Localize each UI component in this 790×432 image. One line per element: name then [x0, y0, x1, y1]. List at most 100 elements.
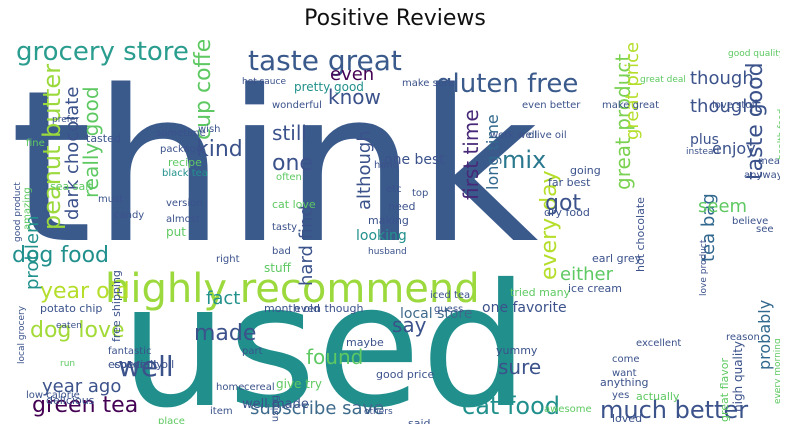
word-great-deal: great deal	[640, 75, 686, 85]
word-taste-good: taste good	[743, 62, 768, 180]
word-local-grocery: local grocery	[17, 305, 27, 364]
word-tea-bag: tea bag	[698, 193, 719, 262]
word-said: said	[408, 417, 431, 424]
word-grocery-store: grocery store	[16, 40, 189, 67]
word-probably: probably	[755, 300, 774, 370]
word-got: got	[545, 191, 581, 216]
word-awesome: awesome	[544, 404, 592, 415]
word-anything: anything	[600, 376, 649, 389]
word-version: version	[166, 198, 203, 209]
word-fantastic: fantastic	[108, 346, 151, 357]
word-must: must	[98, 194, 123, 205]
word-love-stuff: love stuff	[712, 100, 760, 111]
word-recipe: recipe	[168, 156, 202, 169]
word-even-better: even better	[522, 100, 581, 111]
word-love-product: love product	[699, 239, 709, 296]
word-tried-many: tried many	[510, 286, 571, 299]
word-one-best: one best	[384, 152, 445, 168]
word-even-though: even though	[294, 302, 363, 315]
word-need: need	[388, 200, 416, 213]
word-actually: actually	[636, 390, 680, 403]
word-maybe: maybe	[346, 336, 384, 349]
word-making: making	[368, 214, 409, 227]
word-local-store: local store	[400, 306, 472, 322]
word-tasty: tasty	[272, 222, 297, 233]
word-home: home	[216, 382, 244, 393]
word-every-day: every day	[537, 170, 562, 280]
word-everything: everything	[778, 372, 780, 424]
word-prefer: prefer	[52, 115, 79, 125]
word-seem: seem	[698, 196, 747, 217]
word-bad: bad	[272, 246, 291, 257]
word-know: know	[328, 85, 381, 109]
word-free-shipping: free shipping	[110, 270, 123, 342]
word-peanut-butter: peanut butter	[38, 64, 66, 230]
word-cloud: think used highly recommend grocery store ta…	[10, 25, 789, 432]
word-going: going	[570, 164, 601, 177]
word-mean: mean	[758, 156, 780, 167]
word-hot-sauce: hot sauce	[242, 77, 286, 87]
word-others: others	[364, 407, 393, 417]
word-delicious: delicious	[46, 394, 95, 407]
word-eaten: eaten	[56, 321, 82, 331]
word-low-calorie: low calorie	[26, 390, 80, 401]
word-part: part	[242, 346, 263, 357]
word-cat-food: cat food	[462, 392, 560, 420]
word-top: top	[412, 188, 428, 199]
word-first-time: first time	[459, 109, 483, 200]
word-every-morning: every morning	[773, 338, 780, 404]
word-sure: sure	[498, 355, 541, 379]
word-year-old: year old	[40, 279, 130, 304]
word-excellent: excellent	[636, 338, 681, 349]
word-much-better: much better	[600, 396, 748, 424]
word-highly-recommend: highly recommend	[105, 266, 480, 312]
word-dry-food: dry food	[544, 206, 590, 219]
word-black-tea: black tea	[162, 168, 208, 179]
word-course: course	[552, 423, 592, 424]
word-yes: yes	[612, 390, 629, 401]
word-yummy: yummy	[496, 344, 538, 357]
word-believe: believe	[732, 216, 768, 227]
word-amazing: amazing	[22, 187, 33, 230]
word-great-flavor: great flavor	[718, 358, 731, 422]
word-enjoy: enjoy	[712, 139, 756, 158]
word-hard-find: hard find	[296, 205, 317, 286]
word-although: although	[354, 130, 375, 210]
word-almost: almost	[166, 214, 200, 225]
word-ice-cream: ice cream	[568, 282, 622, 295]
chart-title: Positive Reviews	[304, 6, 486, 31]
word-sometime: sometime	[156, 128, 206, 139]
word-taste-great: taste great	[248, 44, 402, 77]
word-great-price: great price	[622, 42, 643, 140]
word-make-great: make great	[602, 100, 659, 111]
word-wonderful: wonderful	[272, 100, 322, 111]
word-gluten-free: gluten free	[436, 69, 578, 99]
word-want: want	[612, 368, 637, 379]
word-health-food: health food	[777, 109, 780, 160]
word-guess: guess	[434, 304, 463, 315]
word-run: run	[60, 359, 75, 369]
word-put: put	[166, 225, 186, 239]
word-especially: especially	[108, 358, 163, 371]
word-stuff: stuff	[264, 261, 292, 275]
word-instead: instead	[686, 147, 719, 157]
word-sea-salt: sea salt	[50, 180, 93, 193]
word-one: one	[272, 151, 313, 176]
word-plus: plus	[690, 132, 719, 148]
word-often: often	[276, 172, 302, 183]
word-good-quality: good quality	[728, 49, 780, 59]
word-used: used	[120, 248, 529, 424]
word-found: found	[306, 345, 363, 369]
word-good-price: good price	[376, 368, 435, 381]
word-still: still	[272, 121, 307, 145]
word-olive-oil: olive oil	[528, 130, 567, 141]
word-make-sure: make sure	[402, 78, 454, 89]
word-problem: problem	[22, 216, 43, 290]
word-kind: kind	[196, 137, 243, 162]
word-either: either	[560, 264, 614, 285]
word-pretty-good: pretty good	[294, 80, 364, 94]
word-give-try: give try	[276, 377, 322, 391]
word-thought: thought	[690, 96, 761, 117]
word-dog-love: dog love	[30, 318, 125, 343]
word-year-ago: year ago	[42, 376, 121, 397]
